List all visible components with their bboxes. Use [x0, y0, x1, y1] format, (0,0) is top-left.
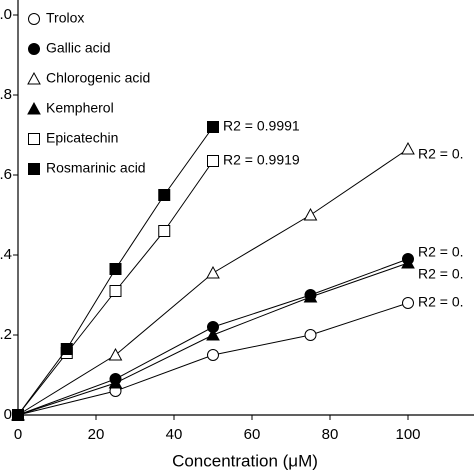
marker	[109, 285, 122, 297]
legend-label: Gallic acid	[46, 40, 111, 56]
x-tick-label: 100	[395, 426, 420, 443]
marker	[207, 155, 219, 167]
legend-label: Kempherol	[46, 100, 114, 116]
marker	[28, 133, 40, 145]
marker	[108, 347, 123, 361]
marker	[27, 71, 41, 85]
marker	[108, 375, 123, 389]
marker	[28, 13, 40, 25]
marker	[158, 189, 171, 201]
x-tick-label: 20	[88, 426, 105, 443]
marker	[60, 343, 73, 355]
x-axis-label: Concentration (μM)	[172, 451, 318, 470]
annotation: R2 = 0.	[418, 244, 464, 260]
marker	[207, 349, 219, 361]
annotation: R2 = 0.	[418, 266, 464, 282]
marker	[207, 121, 219, 133]
annotation: R2 = 0.9919	[223, 152, 300, 168]
marker	[303, 207, 318, 221]
marker	[109, 263, 122, 275]
legend-label: Chlorogenic acid	[46, 70, 150, 86]
series-line	[17, 148, 409, 416]
marker	[28, 43, 40, 55]
y-tick-label: 0.4	[0, 246, 12, 263]
y-tick-label: 0.2	[0, 326, 12, 343]
marker	[12, 409, 24, 421]
annotation: R2 = 0.9991	[223, 118, 300, 134]
marker	[401, 255, 415, 269]
marker	[28, 163, 40, 175]
marker	[303, 289, 318, 303]
legend-label: Epicatechin	[46, 130, 118, 146]
marker	[402, 297, 414, 309]
y-tick-label: 0	[4, 406, 12, 423]
marker	[27, 101, 41, 115]
x-tick-label: 60	[244, 426, 261, 443]
y-tick-label: 1.0	[0, 6, 12, 23]
x-tick-label: 40	[166, 426, 183, 443]
x-tick-label: 0	[14, 426, 22, 443]
marker	[206, 265, 220, 279]
legend-label: Trolox	[46, 10, 84, 26]
y-tick-label: 0.8	[0, 86, 12, 103]
marker	[401, 141, 415, 155]
y-tick-label: 0.6	[0, 166, 12, 183]
x-tick-label: 80	[322, 426, 339, 443]
annotation: R2 = 0.	[418, 146, 464, 162]
marker	[206, 327, 220, 341]
annotation: R2 = 0.	[418, 294, 464, 310]
marker	[158, 225, 171, 237]
marker	[304, 329, 317, 341]
legend-label: Rosmarinic acid	[46, 160, 146, 176]
